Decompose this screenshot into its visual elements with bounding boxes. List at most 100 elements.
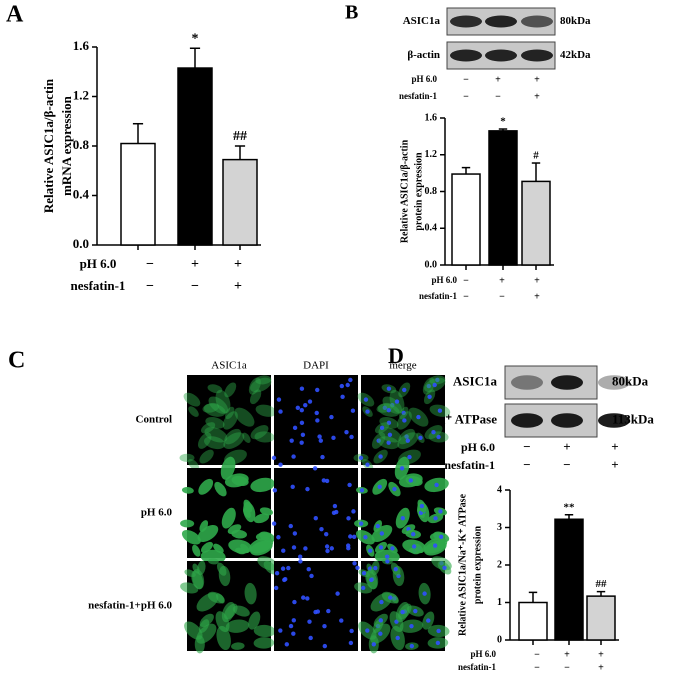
condition-sign: + <box>611 439 618 454</box>
condition-sign: − <box>146 257 154 272</box>
condition-sign: + <box>534 291 540 302</box>
nucleus-stain <box>377 484 382 490</box>
blot-size: 113kDa <box>612 411 654 426</box>
nucleus-stain <box>384 554 390 559</box>
nucleus-stain <box>386 386 392 391</box>
nucleus-stain <box>349 434 354 440</box>
cell-stain <box>232 605 250 617</box>
nucleus-stain <box>319 526 324 532</box>
cell-stain <box>253 637 275 649</box>
condition-sign: + <box>499 275 505 286</box>
blot-band <box>521 15 553 28</box>
cell-stain <box>255 375 272 385</box>
cell-stain <box>225 619 250 633</box>
cell-stain <box>221 601 236 623</box>
cell-stain <box>215 389 231 414</box>
nucleus-stain <box>284 642 290 647</box>
nucleus-stain <box>331 435 336 441</box>
nucleus-stain <box>438 534 444 540</box>
cell-stain <box>194 635 205 654</box>
nucleus-stain <box>416 414 421 420</box>
cell-stain <box>192 544 201 557</box>
y-tick-label: 0.8 <box>425 186 438 197</box>
cell-stain <box>199 449 214 464</box>
condition-sign: − <box>499 291 505 302</box>
nucleus-stain <box>332 503 338 509</box>
cell-stain <box>199 613 214 627</box>
nucleus-stain <box>315 387 320 393</box>
y-tick-label: 3 <box>497 522 502 533</box>
cell-stain <box>188 406 199 417</box>
nucleus-stain <box>306 567 311 572</box>
condition-sign: − <box>564 662 570 673</box>
nucleus-stain <box>409 623 414 629</box>
bar <box>488 130 518 266</box>
cell-stain <box>199 520 209 532</box>
nucleus-stain <box>386 420 392 426</box>
nucleus-stain <box>348 640 354 646</box>
nucleus-stain <box>339 618 344 623</box>
cell-stain <box>179 453 195 463</box>
nucleus-stain <box>322 643 328 649</box>
nucleus-stain <box>409 643 415 649</box>
nucleus-stain <box>438 509 443 514</box>
y-axis-label: Relative ASIC1a/Na⁺-K⁺ ATPase <box>457 493 468 636</box>
blot-label: ASIC1a <box>453 373 498 388</box>
cell-stain <box>234 407 255 427</box>
nucleus-stain <box>299 386 305 391</box>
nucleus-stain <box>408 478 414 483</box>
cell-stain <box>253 624 276 638</box>
condition-sign: − <box>534 649 540 660</box>
nucleus-stain <box>297 554 303 559</box>
panel-letter: B <box>345 2 358 24</box>
y-axis-label: Relative ASIC1a/β-actin <box>399 139 410 243</box>
significance-label: * <box>500 116 506 128</box>
nucleus-stain <box>278 409 283 414</box>
cell-stain <box>216 625 231 651</box>
cell-stain <box>224 382 237 398</box>
cell-stain <box>254 431 275 443</box>
nucleus-stain <box>365 462 370 467</box>
y-tick-label: 0.0 <box>425 259 438 270</box>
nucleus-stain <box>308 635 313 641</box>
nucleus-stain <box>276 397 282 402</box>
cell-stain <box>242 432 251 443</box>
nucleus-stain <box>291 545 297 550</box>
nucleus-stain <box>325 548 330 554</box>
nucleus-stain <box>339 383 345 389</box>
cell-stain <box>202 402 220 413</box>
cell-stain <box>250 477 275 493</box>
nucleus-stain <box>431 429 436 435</box>
bar <box>586 595 616 641</box>
bar <box>554 518 584 641</box>
nucleus-stain <box>312 466 318 471</box>
condition-sign: + <box>534 91 540 102</box>
nucleus-stain <box>436 434 441 440</box>
bar <box>451 173 481 266</box>
cell-stain <box>253 513 270 524</box>
nucleus-stain <box>376 438 381 443</box>
nucleus-stain <box>309 573 314 579</box>
condition-sign: − <box>146 279 154 294</box>
nucleus-stain <box>402 418 407 423</box>
cell-stain <box>198 432 212 449</box>
condition-sign: + <box>611 457 618 472</box>
nucleus-stain <box>278 628 283 633</box>
condition-sign: + <box>495 74 501 85</box>
nucleus-stain <box>399 466 405 471</box>
nucleus-stain <box>278 462 283 467</box>
panel-letter: D <box>388 343 404 368</box>
nucleus-stain <box>298 559 303 564</box>
nucleus-stain <box>318 438 324 443</box>
nucleus-stain <box>401 410 406 416</box>
nucleus-stain <box>393 567 398 572</box>
cell-stain <box>222 411 238 430</box>
condition-label: pH 6.0 <box>80 256 117 271</box>
nucleus-stain <box>288 523 293 529</box>
nucleus-stain <box>382 405 388 411</box>
nucleus-stain <box>400 515 405 521</box>
column-header: merge <box>389 360 416 372</box>
nucleus-stain <box>436 628 441 634</box>
cell-stain <box>249 389 262 405</box>
nucleus-stain <box>351 534 357 540</box>
